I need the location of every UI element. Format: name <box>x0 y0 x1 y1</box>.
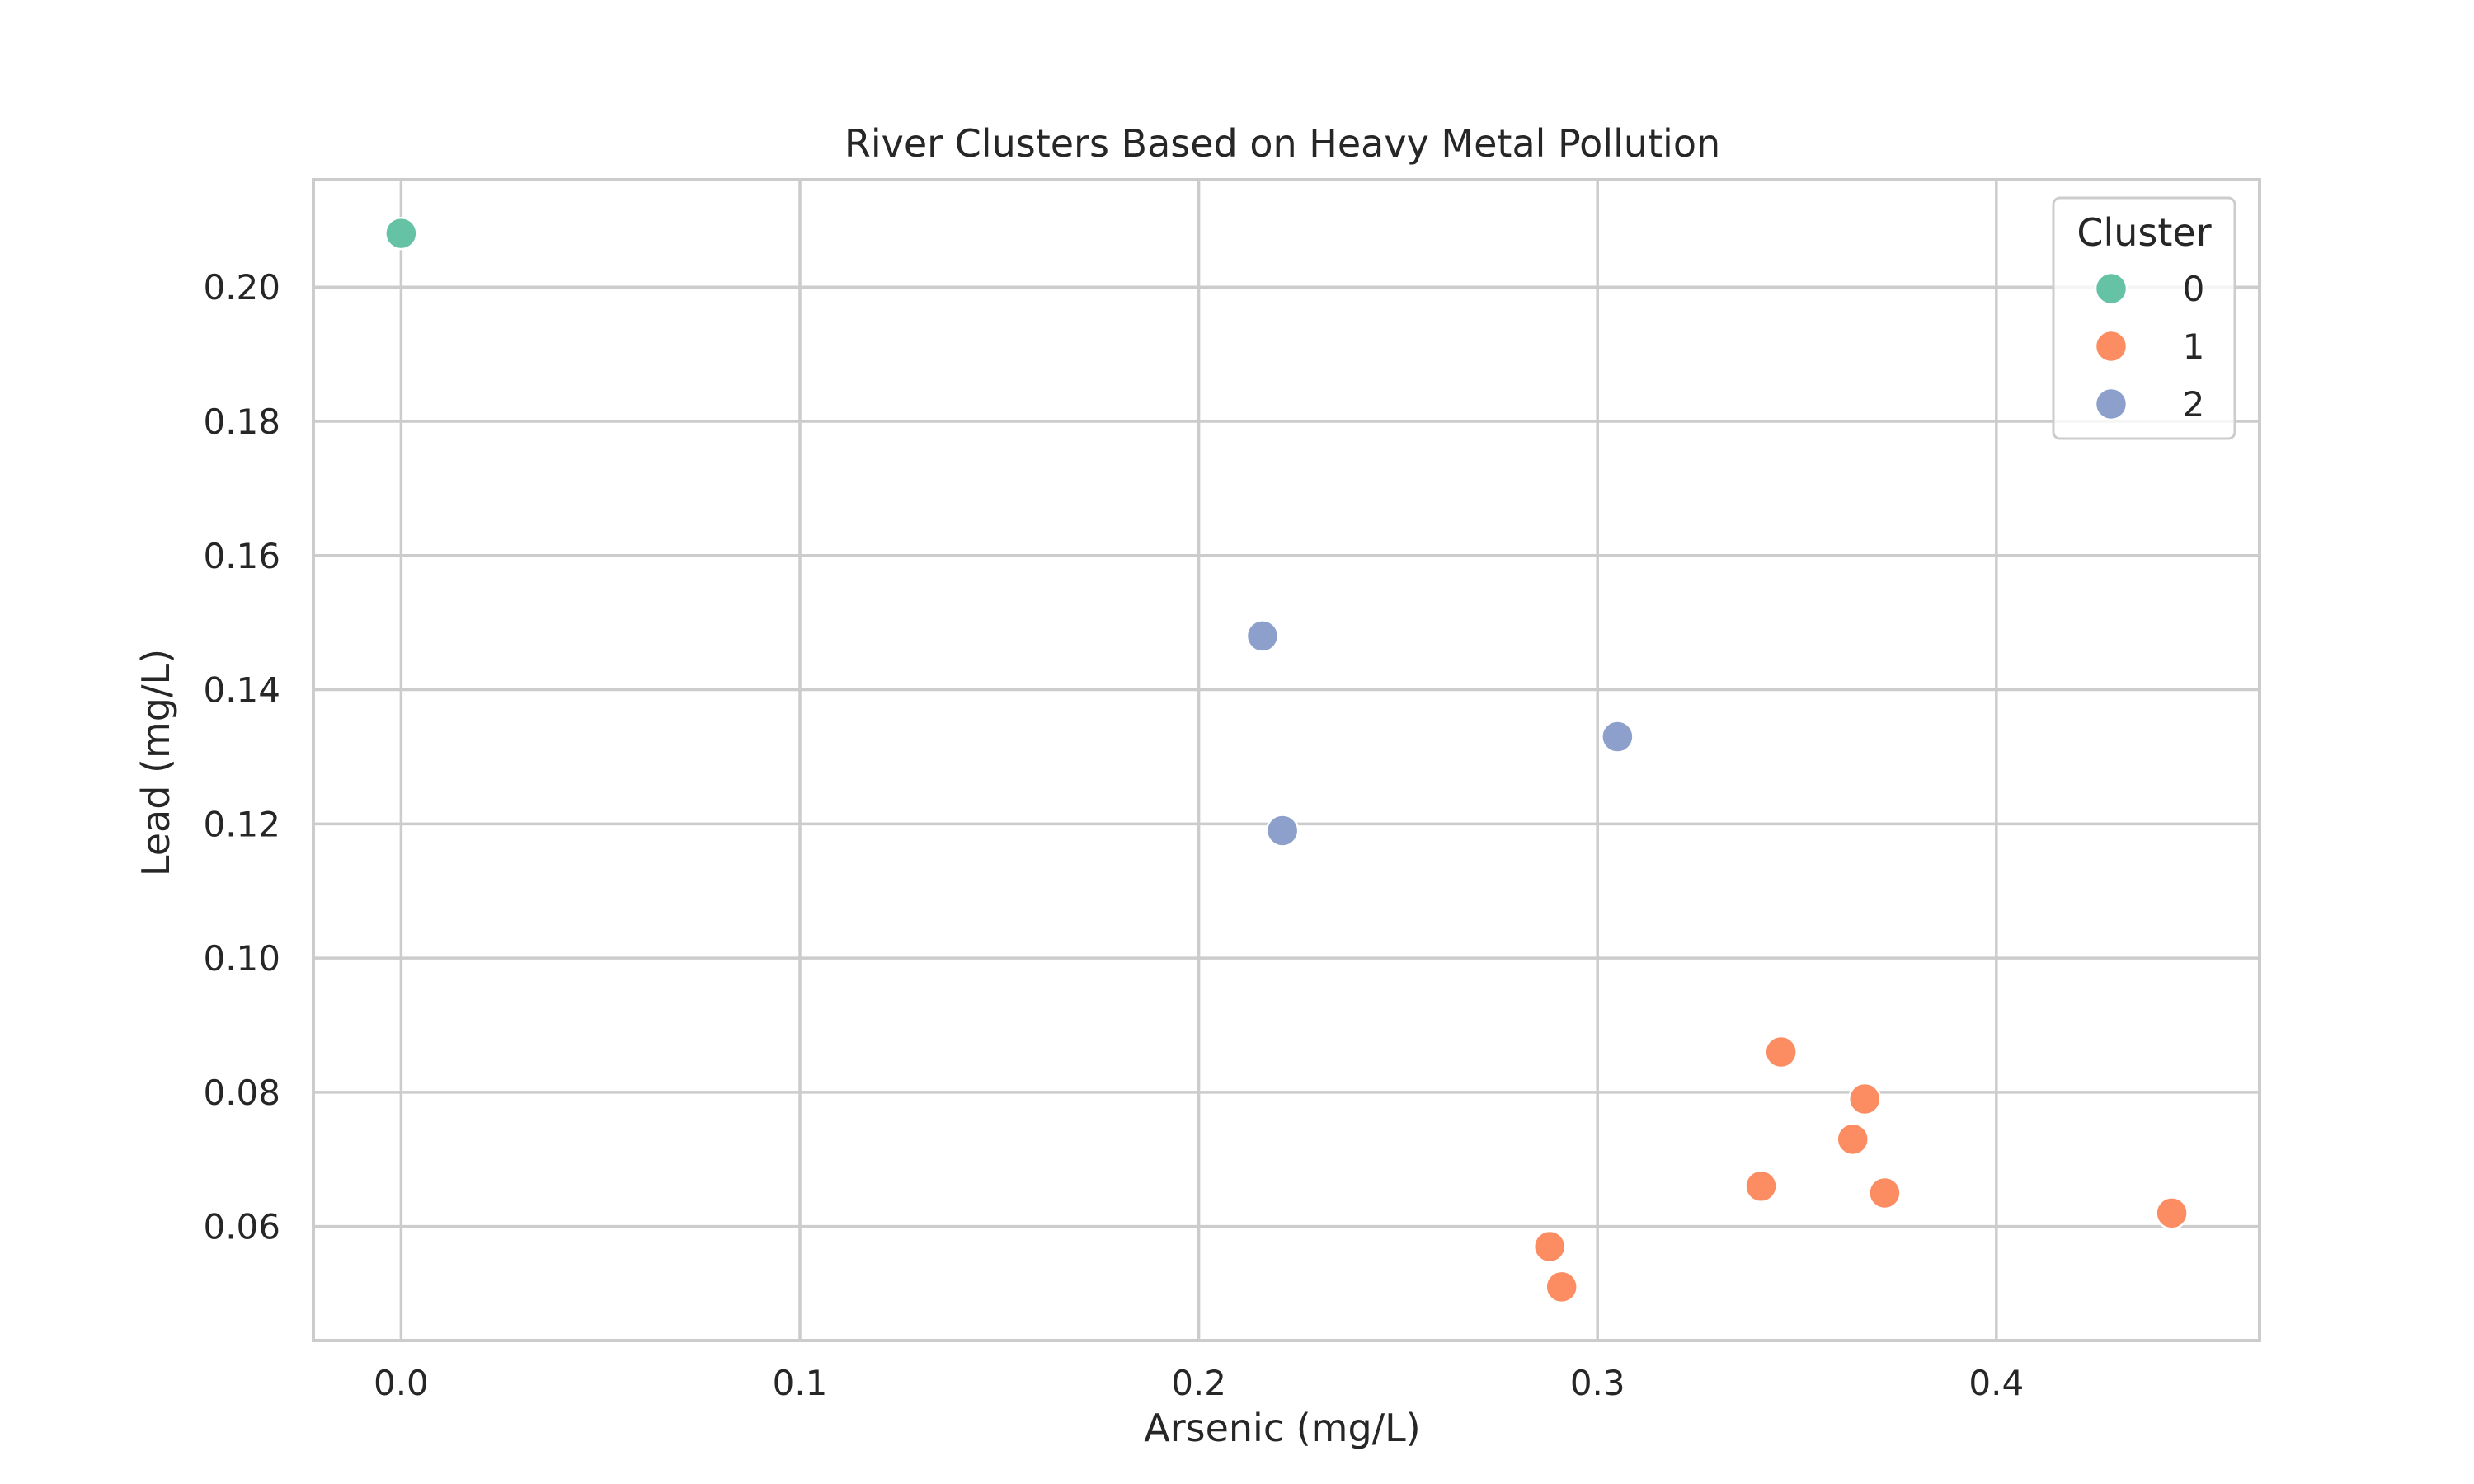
data-point-cluster-1 <box>1868 1176 1902 1210</box>
x-tick-label: 0.2 <box>1171 1363 1226 1403</box>
legend-title: Cluster <box>2077 210 2211 255</box>
data-point-cluster-2 <box>1245 619 1280 653</box>
data-point-cluster-1 <box>1744 1169 1778 1204</box>
data-points <box>384 216 2189 1304</box>
y-tick-label: 0.20 <box>203 267 280 308</box>
y-axis-label: Lead (mg/L) <box>134 649 178 876</box>
y-tick-label: 0.14 <box>203 670 280 711</box>
x-tick-label: 0.0 <box>374 1363 429 1403</box>
x-axis-ticks: 0.0 0.1 0.2 0.3 0.4 <box>374 1363 2024 1403</box>
data-point-cluster-1 <box>1545 1270 1578 1304</box>
y-tick-label: 0.18 <box>203 402 280 442</box>
x-tick-label: 0.4 <box>1968 1363 2024 1403</box>
plot-frame <box>312 178 2261 1342</box>
x-tick-label: 0.3 <box>1570 1363 1625 1403</box>
data-point-cluster-2 <box>1265 814 1300 848</box>
data-point-cluster-1 <box>2155 1196 2189 1230</box>
legend: Cluster 0 1 2 <box>2052 196 2236 440</box>
legend-label-2: 2 <box>2183 384 2205 425</box>
data-point-cluster-1 <box>1836 1122 1870 1157</box>
y-axis-ticks: 0.06 0.08 0.10 0.12 0.14 0.16 0.18 0.20 <box>203 267 280 1247</box>
x-axis-label: Arsenic (mg/L) <box>1144 1406 1421 1450</box>
chart-title: River Clusters Based on Heavy Metal Poll… <box>844 121 1720 166</box>
legend-marker-1 <box>2094 329 2128 364</box>
y-tick-label: 0.12 <box>203 804 280 844</box>
y-tick-label: 0.08 <box>203 1073 280 1113</box>
legend-label-0: 0 <box>2183 269 2205 309</box>
y-tick-label: 0.06 <box>203 1207 280 1247</box>
data-point-cluster-1 <box>1764 1035 1798 1069</box>
data-point-cluster-2 <box>1601 720 1634 754</box>
y-tick-label: 0.10 <box>203 938 280 979</box>
y-tick-label: 0.16 <box>203 536 280 576</box>
legend-box <box>2052 196 2236 440</box>
data-point-cluster-0 <box>384 216 418 251</box>
legend-marker-0 <box>2094 271 2128 306</box>
data-point-cluster-1 <box>1847 1082 1882 1116</box>
legend-label-1: 1 <box>2183 326 2205 367</box>
legend-marker-2 <box>2094 387 2128 421</box>
plot-area-border <box>312 178 2261 1342</box>
data-point-cluster-1 <box>1532 1229 1567 1264</box>
grid-lines <box>313 180 2260 1341</box>
legend-entries: 0 1 2 <box>2094 269 2205 425</box>
x-tick-label: 0.1 <box>773 1363 828 1403</box>
